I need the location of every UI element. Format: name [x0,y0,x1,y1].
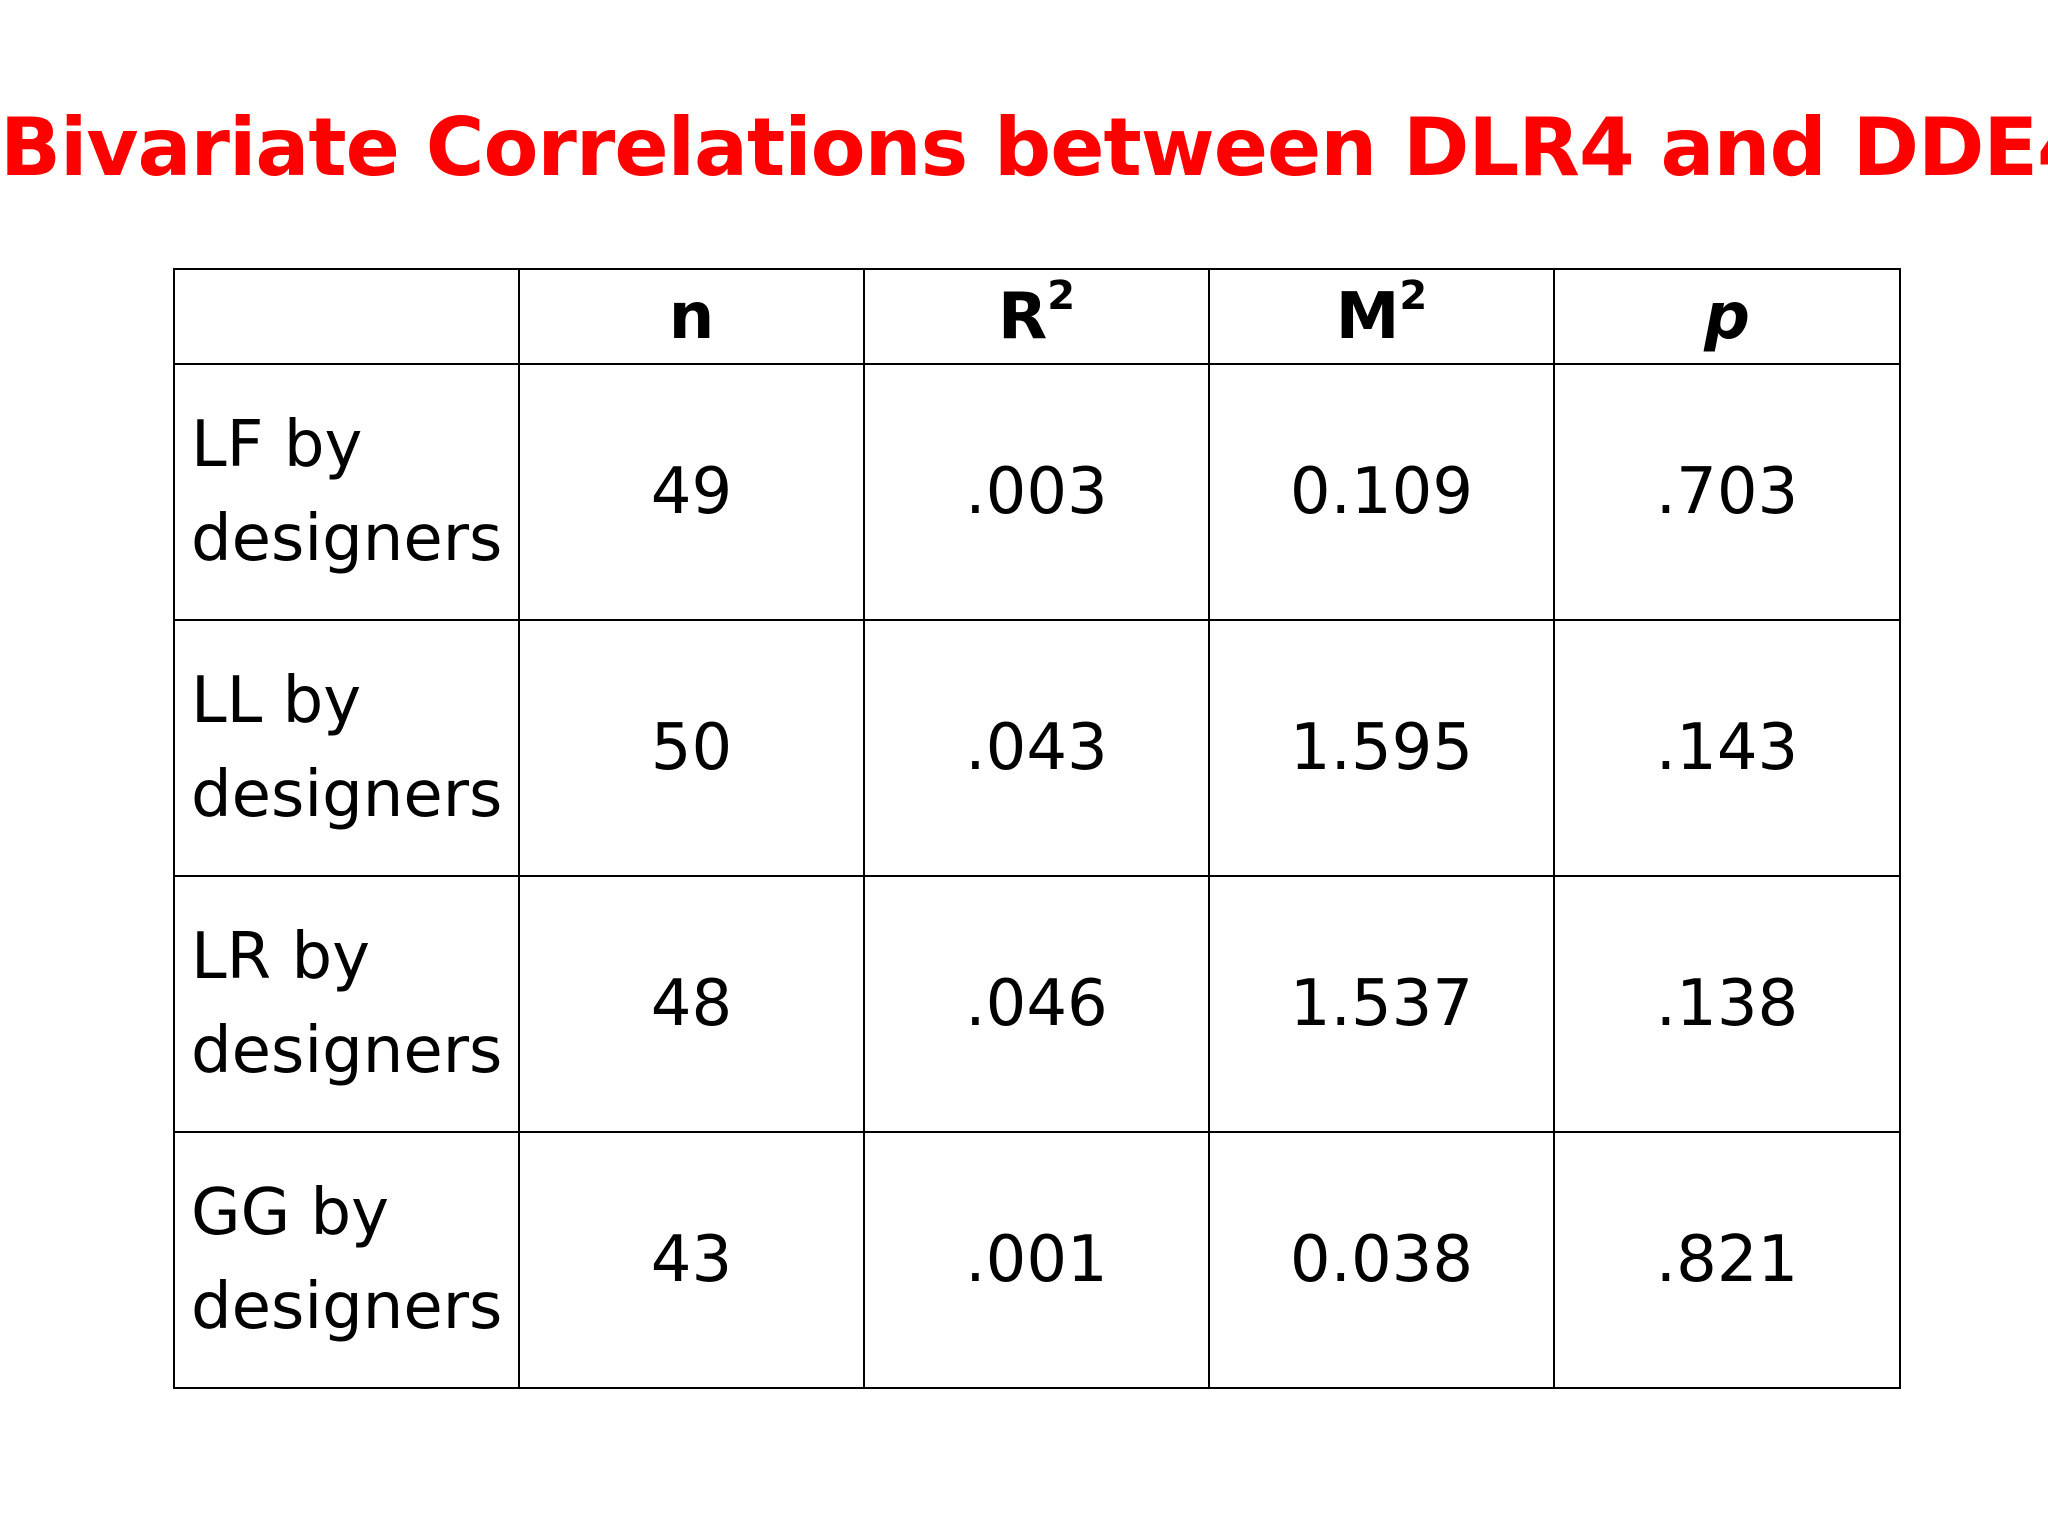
header-p-label: p [1704,279,1750,354]
cell-p: .138 [1553,875,1901,1133]
row-label-line1: GG by [191,1176,390,1250]
cell-r-squared: .043 [863,619,1210,877]
cell-m-squared: 1.537 [1208,875,1555,1133]
row-label-line2: designers [191,1014,503,1088]
row-label: LL by designers [173,619,520,877]
table-row: LF by designers 49 .003 0.109 .703 [173,363,1901,621]
row-label-line1: LR by [191,920,370,994]
row-label: LR by designers [173,875,520,1133]
correlation-table: n R2 M2 p LF by designers 49 .003 0.109 .… [173,268,1901,1389]
cell-n: 43 [518,1131,865,1389]
cell-m-squared: 1.595 [1208,619,1555,877]
cell-n: 49 [518,363,865,621]
cell-r-squared: .003 [863,363,1210,621]
header-n-label: n [668,279,715,354]
header-m-squared-base: M [1335,279,1400,354]
table-header-row: n R2 M2 p [173,268,1901,365]
row-label-line2: designers [191,758,503,832]
header-r-squared: R2 [863,268,1210,365]
cell-r-squared: .001 [863,1131,1210,1389]
table-row: LR by designers 48 .046 1.537 .138 [173,875,1901,1133]
table-row: GG by designers 43 .001 0.038 .821 [173,1131,1901,1389]
cell-m-squared: 0.038 [1208,1131,1555,1389]
cell-m-squared: 0.109 [1208,363,1555,621]
header-r-squared-superscript: 2 [1047,273,1076,320]
row-label: LF by designers [173,363,520,621]
row-label: GG by designers [173,1131,520,1389]
header-n: n [518,268,865,365]
row-label-line1: LF by [191,408,363,482]
cell-p: .143 [1553,619,1901,877]
row-label-line2: designers [191,502,503,576]
header-p: p [1553,268,1901,365]
table-row: LL by designers 50 .043 1.595 .143 [173,619,1901,877]
header-m-squared-superscript: 2 [1399,273,1428,320]
cell-p: .703 [1553,363,1901,621]
cell-n: 50 [518,619,865,877]
header-r-squared-base: R [997,279,1048,354]
row-label-line2: designers [191,1270,503,1344]
header-m-squared: M2 [1208,268,1555,365]
cell-r-squared: .046 [863,875,1210,1133]
row-label-line1: LL by [191,664,362,738]
header-corner-cell [173,268,520,365]
cell-p: .821 [1553,1131,1901,1389]
cell-n: 48 [518,875,865,1133]
slide-title: Bivariate Correlations between DLR4 and … [0,101,2048,194]
